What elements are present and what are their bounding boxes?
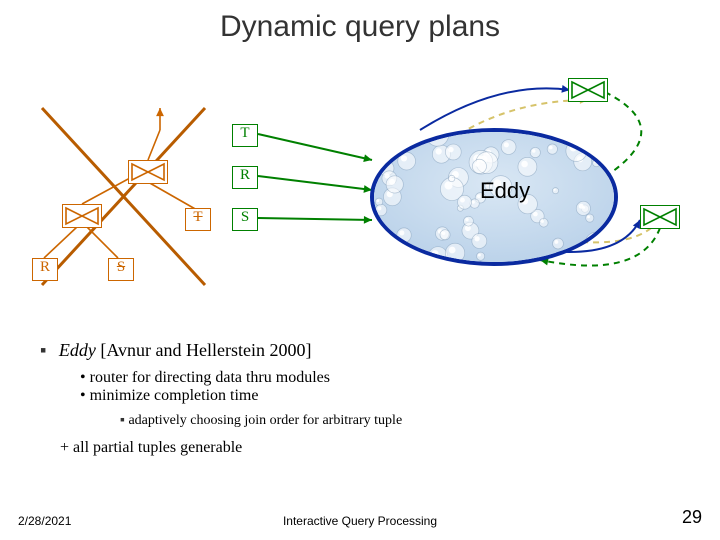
source-R2: R [32, 258, 58, 281]
footer-center: Interactive Query Processing [0, 514, 720, 528]
slide-title: Dynamic query plans [0, 10, 720, 44]
footer-page-number: 29 [682, 507, 702, 528]
bullet-main: ▪ Eddy [Avnur and Hellerstein 2000] [40, 340, 680, 361]
source-SS: S [108, 258, 134, 281]
diagram-area: Eddy TRSTRS [0, 60, 720, 330]
body-text: ▪ Eddy [Avnur and Hellerstein 2000] rout… [40, 340, 680, 457]
bullet-main-rest: [Avnur and Hellerstein 2000] [96, 340, 312, 360]
subsub-bullet-0: adaptively choosing join order for arbit… [120, 413, 680, 429]
source-R1: R [232, 166, 258, 189]
bullet-main-em: Eddy [59, 340, 96, 360]
sub-bullet-1: minimize completion time [80, 387, 680, 405]
join-J3 [128, 160, 168, 184]
source-S1: S [232, 208, 258, 231]
sub-bullet-0: router for directing data thru modules [80, 369, 680, 387]
subsub-bullets: adaptively choosing join order for arbit… [120, 413, 680, 429]
join-J4 [62, 204, 102, 228]
sub-bullets: router for directing data thru modules m… [80, 369, 680, 405]
source-T: T [232, 124, 258, 147]
bullet-square: ▪ [40, 340, 46, 360]
join-J1 [568, 78, 608, 102]
join-J2 [640, 205, 680, 229]
plus-line: + all partial tuples generable [60, 439, 680, 457]
eddy-label: Eddy [480, 178, 530, 204]
source-TS: T [185, 208, 211, 231]
